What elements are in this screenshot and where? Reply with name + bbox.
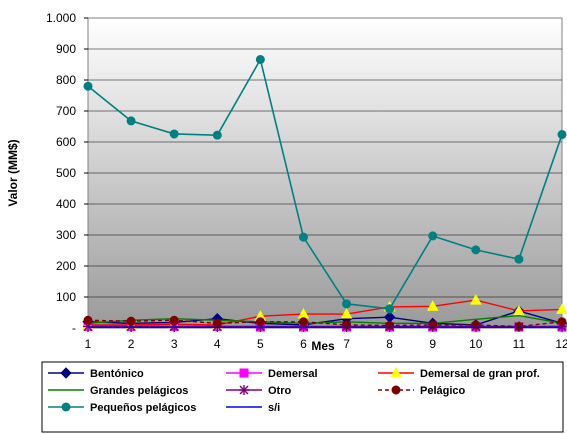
- y-tick-label: 200: [56, 259, 76, 273]
- legend-item: Pequeños pelágicos: [48, 402, 196, 414]
- data-point: [212, 130, 222, 140]
- y-tick-label: 700: [56, 104, 76, 118]
- data-point: [557, 317, 567, 327]
- data-point: [390, 366, 402, 378]
- data-point: [428, 231, 438, 241]
- y-axis-ticks: - 100 200 300 400 500 600 700 800 900 1.000: [46, 11, 88, 335]
- legend-label: Demersal de gran prof.: [420, 368, 540, 380]
- series-group: [82, 55, 567, 332]
- data-point: [385, 321, 395, 331]
- data-point: [298, 232, 308, 242]
- series-6: [83, 55, 567, 314]
- legend-label: s/i: [268, 402, 280, 414]
- data-point: [514, 254, 524, 264]
- x-tick-label: 9: [429, 337, 436, 351]
- data-point: [61, 402, 71, 412]
- y-tick-label: 500: [56, 166, 76, 180]
- legend: Bentónico Demersal Demersal de gran prof. G…: [41, 361, 564, 433]
- y-tick-label: 400: [56, 197, 76, 211]
- y-tick-label: 600: [56, 135, 76, 149]
- x-tick-label: 4: [214, 337, 221, 351]
- legend-label: Grandes pelágicos: [90, 385, 188, 397]
- data-point: [212, 318, 222, 328]
- x-tick-label: 8: [386, 337, 393, 351]
- legend-item: Demersal de gran prof.: [378, 366, 540, 380]
- x-tick-label: 11: [513, 337, 526, 351]
- data-point: [557, 130, 567, 140]
- x-tick-label: 10: [469, 337, 483, 351]
- x-tick-label: 1: [85, 337, 92, 351]
- data-point: [342, 299, 352, 309]
- data-point: [391, 385, 401, 395]
- legend-item: Grandes pelágicos: [48, 385, 188, 397]
- legend-item: Bentónico: [48, 367, 144, 380]
- series-5: [83, 315, 567, 331]
- data-point: [556, 303, 567, 314]
- data-point: [126, 316, 136, 326]
- series-line: [87, 310, 563, 326]
- data-point: [83, 81, 93, 91]
- series-line: [87, 314, 563, 325]
- x-tick-label: 3: [171, 337, 178, 351]
- legend-label: Pelágico: [420, 385, 466, 397]
- y-tick-label: 100: [56, 290, 76, 304]
- data-point: [514, 321, 524, 331]
- data-point: [385, 304, 395, 314]
- data-point: [126, 116, 136, 126]
- series-line: [88, 299, 563, 326]
- x-tick-label: 7: [343, 337, 350, 351]
- x-tick-label: 2: [128, 337, 135, 351]
- y-tick-label: -: [72, 321, 76, 335]
- series-line: [87, 57, 563, 310]
- data-point: [169, 315, 179, 325]
- series-3: [87, 314, 563, 325]
- series-line: [87, 319, 563, 328]
- data-point: [298, 317, 308, 327]
- legend-label: Bentónico: [90, 368, 144, 380]
- x-axis-label: Mes: [311, 339, 335, 353]
- legend-item: Demersal: [226, 368, 318, 380]
- legend-label: Pequeños pelágicos: [90, 402, 196, 414]
- data-point: [255, 55, 265, 65]
- legend-item: Otro: [226, 385, 292, 397]
- legend-box: [41, 361, 564, 433]
- gridlines: [88, 48, 562, 298]
- x-tick-label: 12: [555, 337, 567, 351]
- x-tick-label: 5: [257, 337, 264, 351]
- data-point: [471, 245, 481, 255]
- y-tick-label: 300: [56, 228, 76, 242]
- data-point: [255, 317, 265, 327]
- legend-label: Demersal: [268, 368, 318, 380]
- legend-item: s/i: [226, 402, 280, 414]
- x-tick-label: 6: [300, 337, 307, 351]
- y-tick-label: 1.000: [46, 11, 76, 25]
- data-point: [239, 385, 249, 395]
- data-point: [340, 308, 353, 319]
- data-point: [83, 315, 93, 325]
- legend-label: Otro: [268, 385, 292, 397]
- legend-item: Pelágico: [378, 385, 466, 397]
- data-point: [426, 300, 439, 311]
- data-point: [169, 129, 179, 139]
- y-tick-label: 800: [56, 73, 76, 87]
- y-tick-label: 900: [56, 42, 76, 56]
- data-point: [469, 294, 482, 305]
- y-axis-label: Valor (MM$): [6, 139, 20, 206]
- data-point: [60, 367, 72, 379]
- data-point: [239, 368, 249, 378]
